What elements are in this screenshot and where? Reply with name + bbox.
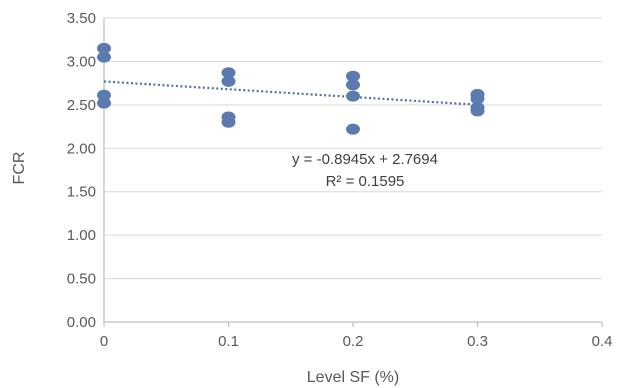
trendline bbox=[103, 80, 478, 106]
y-tick-label: 1.00 bbox=[67, 227, 96, 244]
x-tick-label: 0.1 bbox=[218, 333, 239, 350]
x-axis-title: Level SF (%) bbox=[307, 369, 399, 386]
data-point bbox=[221, 116, 236, 128]
x-tick-label: 0.4 bbox=[592, 333, 613, 350]
data-point bbox=[470, 105, 485, 117]
trendline-equation: y = -0.8945x + 2.7694 bbox=[292, 151, 438, 168]
data-point bbox=[97, 42, 111, 54]
axes bbox=[103, 18, 603, 327]
y-tick-label: 3.50 bbox=[67, 10, 96, 27]
x-tick-label: 0.2 bbox=[343, 333, 364, 350]
x-tick-label: 0.3 bbox=[467, 333, 488, 350]
y-tick-label: 3.00 bbox=[67, 53, 96, 70]
x-tick-labels: 0 0.1 0.2 0.3 0.4 bbox=[100, 333, 613, 350]
y-tick-label: 0.00 bbox=[67, 314, 96, 331]
data-point bbox=[221, 75, 236, 87]
y-tick-label: 0.50 bbox=[67, 271, 96, 288]
data-point bbox=[97, 51, 111, 63]
y-tick-labels: 0.00 0.50 1.00 1.50 2.00 2.50 3.00 3.50 bbox=[67, 10, 96, 331]
data-point bbox=[346, 123, 360, 135]
x-tick-label: 0 bbox=[100, 333, 108, 350]
data-point bbox=[346, 70, 360, 82]
data-point bbox=[221, 67, 236, 79]
y-axis-title: FCR bbox=[11, 152, 28, 185]
y-tick-label: 1.50 bbox=[67, 184, 96, 201]
data-points bbox=[97, 42, 485, 135]
r-squared-label: R² = 0.1595 bbox=[326, 173, 405, 190]
data-point bbox=[97, 97, 111, 109]
y-tick-label: 2.50 bbox=[67, 97, 96, 114]
data-point bbox=[346, 79, 360, 91]
gridlines bbox=[104, 17, 602, 280]
data-point bbox=[346, 90, 360, 102]
data-point bbox=[97, 89, 111, 101]
y-tick-label: 2.00 bbox=[67, 140, 96, 157]
data-point bbox=[470, 93, 485, 105]
